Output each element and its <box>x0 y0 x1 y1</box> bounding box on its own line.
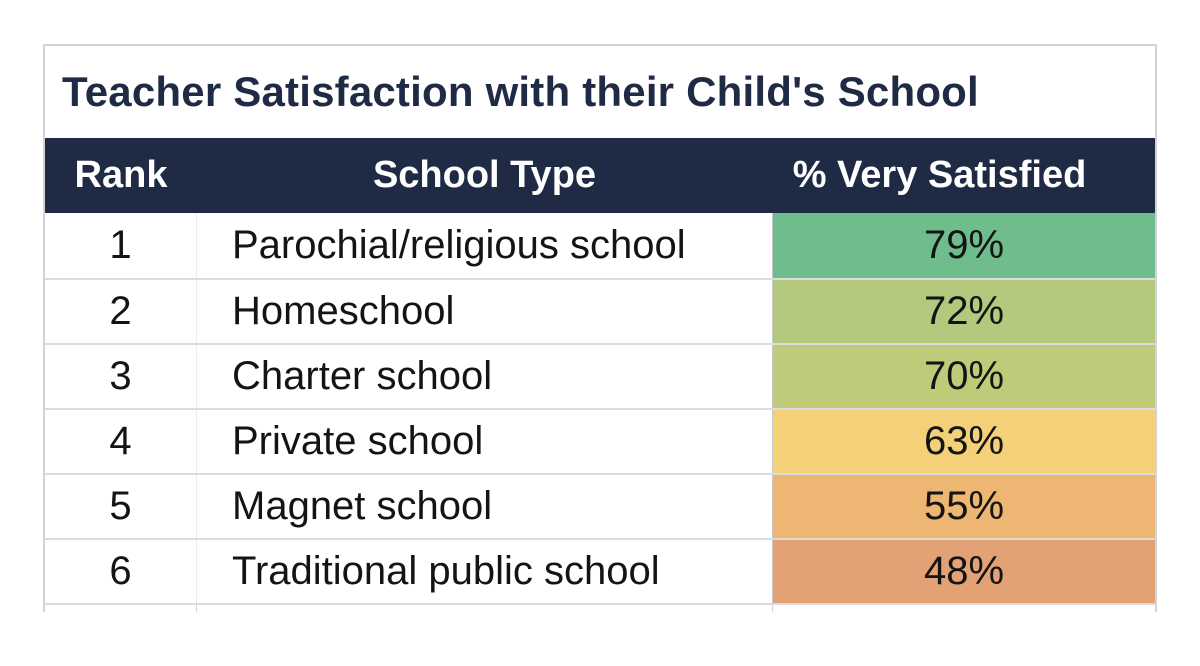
table-title: Teacher Satisfaction with their Child's … <box>62 68 979 115</box>
table-header-row: Rank School Type % Very Satisfied <box>45 138 1155 213</box>
table-row: 1 Parochial/religious school 79% <box>45 213 1155 278</box>
rank-cell: 4 <box>45 410 197 473</box>
school-type-cell: Charter school <box>232 354 493 398</box>
table-row: 4 Private school 63% <box>45 408 1155 473</box>
percent-cell: 63% <box>772 410 1155 473</box>
satisfaction-table: Teacher Satisfaction with their Child's … <box>43 44 1157 612</box>
rank-cell: 3 <box>45 345 197 408</box>
rank-cell: 2 <box>45 280 197 343</box>
school-type-cell: Homeschool <box>232 289 455 333</box>
column-header-school-type: School Type <box>372 154 597 196</box>
table-row: 5 Magnet school 55% <box>45 473 1155 538</box>
column-header-percent-very-satisfied: % Very Satisfied <box>792 154 1087 196</box>
table-row: 2 Homeschool 72% <box>45 278 1155 343</box>
cropped-school-cell <box>197 605 772 612</box>
table-row: 6 Traditional public school 48% <box>45 538 1155 603</box>
percent-cell: 72% <box>772 280 1155 343</box>
percent-cell: 79% <box>772 213 1155 278</box>
table-title-band: Teacher Satisfaction with their Child's … <box>45 46 1155 138</box>
cropped-percent-cell <box>772 605 1155 612</box>
cropped-rank-cell <box>45 605 197 612</box>
column-header-rank: Rank <box>74 154 168 196</box>
rank-cell: 5 <box>45 475 197 538</box>
table-row: 3 Charter school 70% <box>45 343 1155 408</box>
school-type-cell: Magnet school <box>232 484 493 528</box>
percent-cell: 70% <box>772 345 1155 408</box>
cropped-partial-row <box>45 603 1155 612</box>
rank-cell: 1 <box>45 213 197 278</box>
rank-cell: 6 <box>45 540 197 603</box>
table-body: 1 Parochial/religious school 79% 2 Homes… <box>45 213 1155 603</box>
percent-cell: 48% <box>772 540 1155 603</box>
percent-cell: 55% <box>772 475 1155 538</box>
school-type-cell: Traditional public school <box>232 549 660 593</box>
school-type-cell: Parochial/religious school <box>232 223 686 267</box>
school-type-cell: Private school <box>232 419 484 463</box>
